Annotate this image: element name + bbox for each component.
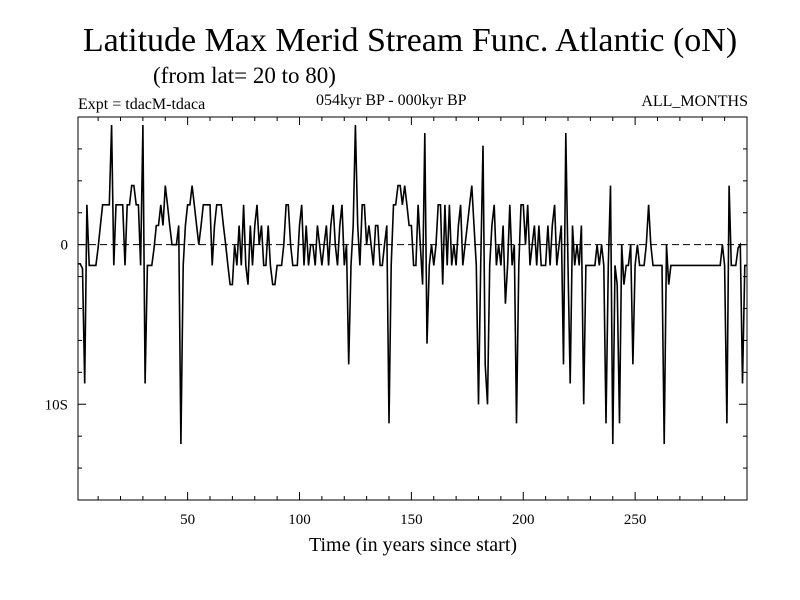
x-tick-label: 250 [624,512,647,528]
series-layer [78,124,747,445]
chart-title: Latitude Max Merid Stream Func. Atlantic… [82,22,738,59]
chart-subtitle: (from lat= 20 to 80) [153,63,336,88]
series-line-tdacM-tdaca [78,124,747,445]
period-label: 054kyr BP - 000kyr BP [316,92,467,109]
y-tick-label: 10S [45,397,68,413]
x-tick-label: 200 [512,512,535,528]
plot-frame [77,116,748,501]
x-tick-label: 150 [400,512,423,528]
ticks-layer: 50 100 150 200 250 0 10S [45,116,748,528]
experiment-label: Expt = tdacM-tdaca [78,96,206,113]
months-label: ALL_MONTHS [641,93,748,110]
x-tick-label: 100 [288,512,311,528]
x-tick-label: 50 [180,512,195,528]
y-tick-label: 0 [61,238,69,254]
x-axis-label: Time (in years since start) [308,534,518,556]
